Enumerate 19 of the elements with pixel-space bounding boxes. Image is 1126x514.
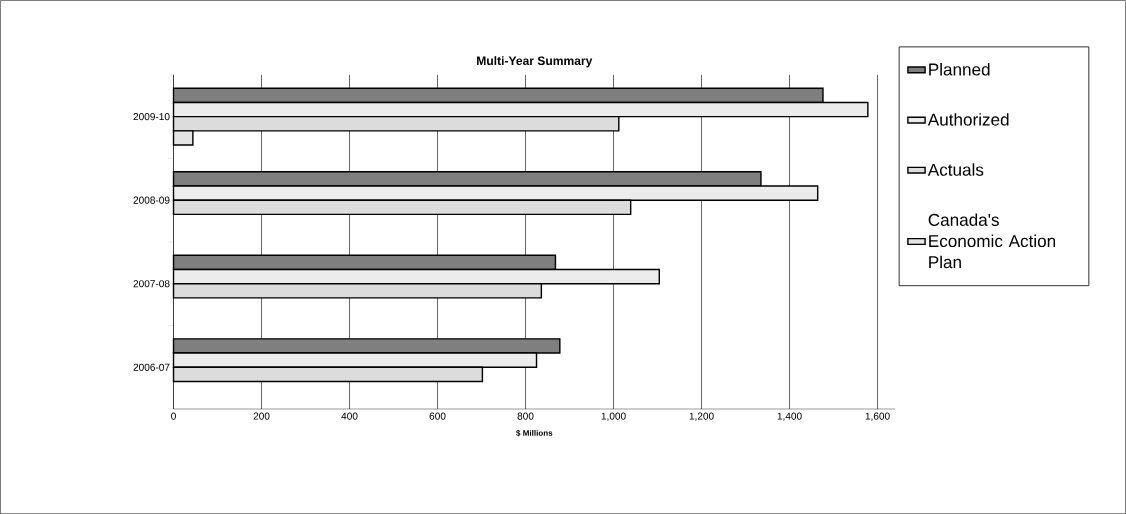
x-axis-title: $ Millions — [516, 429, 553, 437]
x-tick-label: 1,600 — [865, 412, 890, 421]
legend-label: Canada's Economic Action Plan — [928, 213, 1056, 269]
y-tick-label: 2008-09 — [133, 196, 170, 204]
x-tick-label: 1,000 — [601, 412, 626, 421]
x-tick-label: 0 — [171, 412, 176, 420]
legend-label: Actuals — [927, 163, 984, 176]
y-tick-label: 2009-10 — [133, 113, 170, 121]
legend-label: Planned — [929, 62, 990, 76]
x-tick-label: 400 — [341, 412, 358, 420]
x-tick-label: 600 — [429, 412, 446, 420]
x-tick-label: 1,400 — [777, 412, 802, 421]
x-tick-label: 1,200 — [689, 412, 714, 421]
y-tick-label: 2007-08 — [133, 280, 170, 288]
y-tick-label: 2006-07 — [133, 363, 170, 371]
chart-title: Multi-Year Summary — [477, 56, 593, 68]
x-tick-label: 800 — [517, 412, 534, 420]
x-tick-label: 200 — [253, 412, 270, 420]
legend-label: Authorized — [927, 113, 1009, 126]
